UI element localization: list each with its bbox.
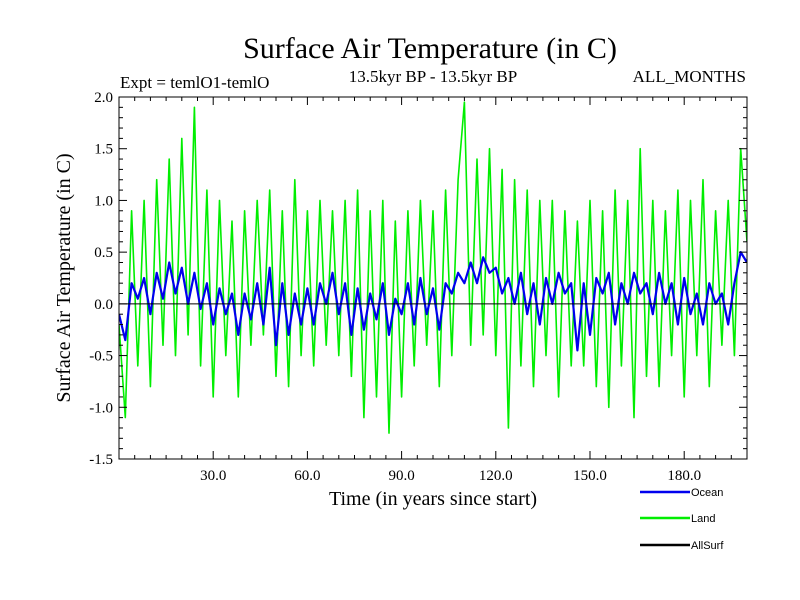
- y-tick-label: -1.5: [89, 452, 113, 468]
- x-tick-label: 90.0: [388, 468, 414, 484]
- experiment-label: Expt = temlO1-temlO: [120, 73, 269, 92]
- series-line-land: [119, 101, 747, 434]
- y-tick-label: 1.5: [94, 142, 113, 158]
- x-tick-label: 60.0: [294, 468, 320, 484]
- x-tick-label: 150.0: [573, 468, 607, 484]
- plot-frame: [118, 96, 748, 460]
- plot-area: 30.0 60.0 90.0 120.0 150.0 180.0 -1.5 -1.0 -0.5…: [89, 90, 748, 484]
- legend-label-ocean: Ocean: [691, 487, 723, 499]
- months-label: ALL_MONTHS: [633, 67, 746, 86]
- series-line-ocean: [119, 251, 747, 352]
- y-tick-label: 0.5: [94, 245, 113, 261]
- y-tick-label: 1.0: [94, 193, 113, 209]
- x-tick-label: 120.0: [479, 468, 513, 484]
- y-tick-label: 0.0: [94, 297, 113, 313]
- legend: Ocean Land AllSurf: [640, 487, 724, 552]
- legend-label-allsurf: AllSurf: [691, 540, 724, 552]
- period-subtitle: 13.5kyr BP - 13.5kyr BP: [349, 67, 517, 86]
- y-tick-label: -0.5: [89, 349, 113, 365]
- legend-label-land: Land: [691, 513, 715, 525]
- y-tick-label: 2.0: [94, 90, 113, 106]
- y-axis-label: Surface Air Temperature (in C): [53, 153, 75, 402]
- x-axis-label: Time (in years since start): [329, 488, 537, 510]
- y-tick-label: -1.0: [89, 400, 113, 416]
- x-tick-label: 180.0: [667, 468, 701, 484]
- chart-title: Surface Air Temperature (in C): [243, 32, 617, 65]
- x-tick-label: 30.0: [200, 468, 226, 484]
